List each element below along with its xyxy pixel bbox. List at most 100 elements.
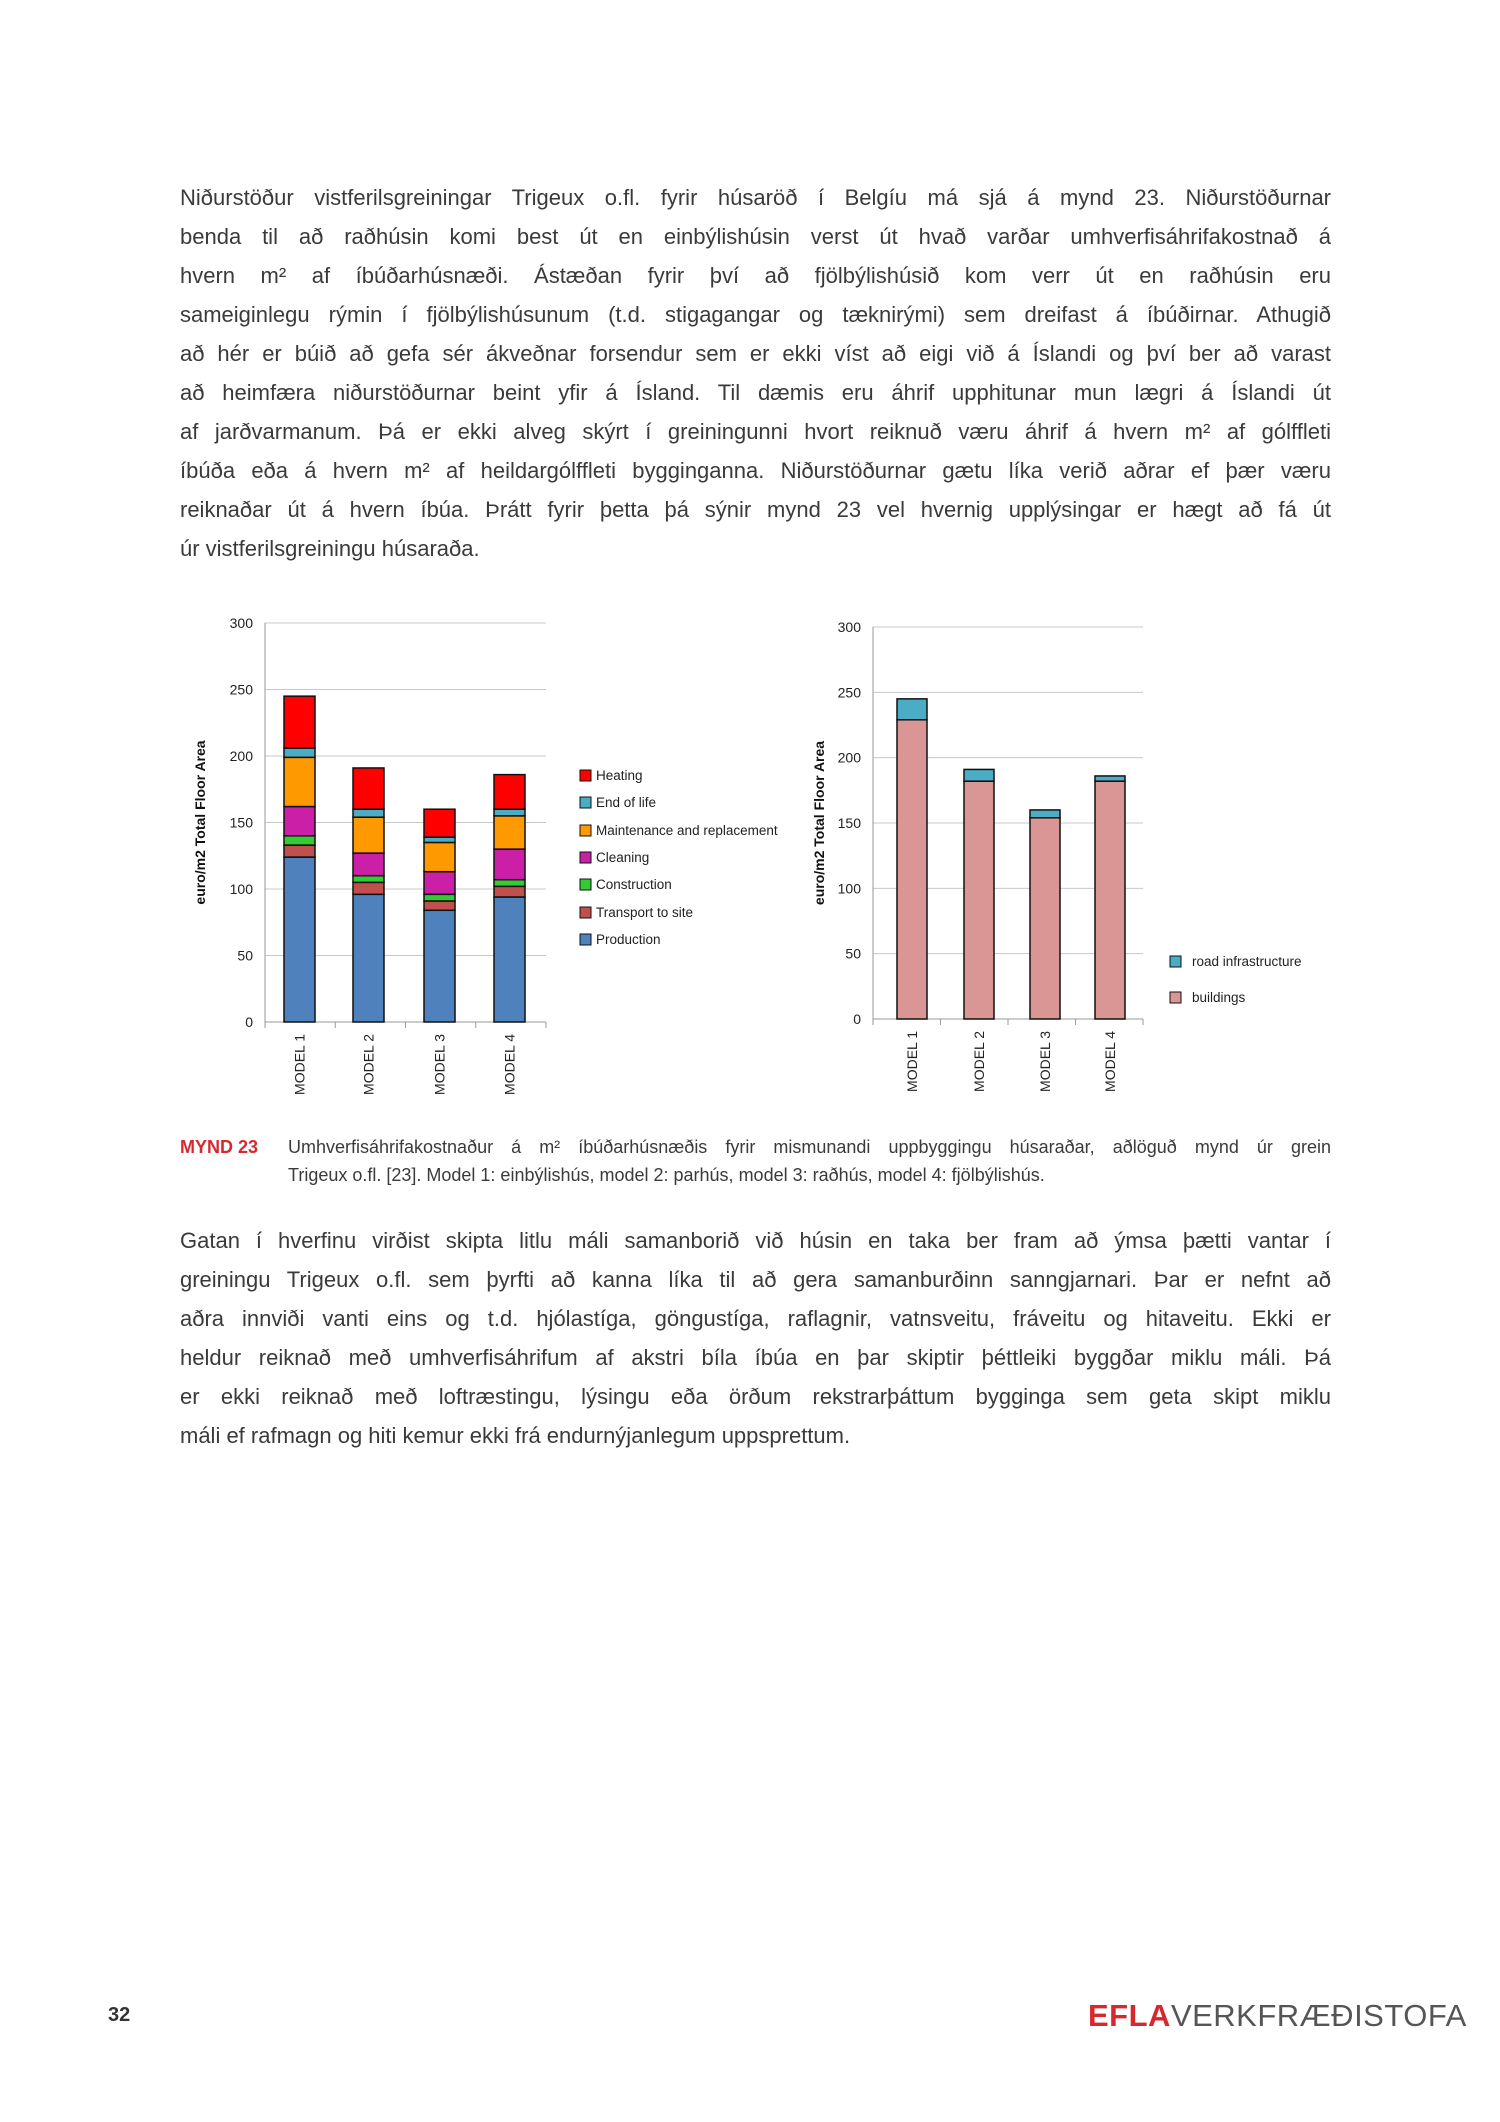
bar-segment-cleaning xyxy=(283,805,316,837)
y-tick-label: 150 xyxy=(230,815,254,831)
bar-segment-construction xyxy=(283,835,316,846)
x-category-label: MODEL 4 xyxy=(1102,1031,1118,1092)
legend-swatch xyxy=(1169,955,1182,968)
legend-swatch xyxy=(579,906,592,919)
x-category-label: MODEL 2 xyxy=(361,1034,377,1095)
bar-segment-maintenance-and-replacement xyxy=(423,841,456,873)
text-line: er ekki reiknað með loftræstingu, lýsing… xyxy=(180,1384,1331,1409)
legend-swatch xyxy=(579,824,592,837)
logo-text: VERKFRÆÐISTOFA xyxy=(1170,1998,1467,2033)
legend-swatch xyxy=(579,796,592,809)
text-line: hvern m² af íbúðarhúsnæði. Ástæðan fyrir… xyxy=(180,263,1331,288)
text-line: Gatan í hverfinu virðist skipta litlu má… xyxy=(180,1228,1331,1253)
legend-swatch xyxy=(579,933,592,946)
bar-segment-end-of-life xyxy=(423,836,456,844)
bar-segment-end-of-life xyxy=(283,747,316,759)
legend-label: Production xyxy=(596,932,661,947)
bar-segment-road-infrastructure xyxy=(963,768,995,782)
legend-label: Heating xyxy=(596,768,643,783)
bar-segment-heating xyxy=(352,767,385,810)
text-line: Trigeux o.fl. [23]. Model 1: einbýlishús… xyxy=(288,1165,1045,1185)
legend-label: Maintenance and replacement xyxy=(596,823,778,838)
bar-segment-heating xyxy=(423,808,456,838)
bar-segment-cleaning xyxy=(423,870,456,896)
y-tick-label: 0 xyxy=(853,1011,861,1027)
bar-segment-transport-to-site xyxy=(423,900,456,912)
bar-segment-construction xyxy=(493,878,526,888)
bar-segment-construction xyxy=(423,893,456,902)
bar-segment-end-of-life xyxy=(493,808,526,817)
bar-segment-transport-to-site xyxy=(352,881,385,896)
y-tick-label: 200 xyxy=(838,750,862,766)
bar-segment-road-infrastructure xyxy=(1094,775,1126,782)
y-tick-label: 200 xyxy=(230,748,254,764)
y-tick-label: 300 xyxy=(838,619,862,635)
chart-2: 0 50 100 150 200 250 300 euro/m2 Total Floor Ar… xyxy=(811,619,1302,1092)
text-line: að heimfæra niðurstöðurnar beint yfir á … xyxy=(180,380,1331,405)
bar-segment-end-of-life xyxy=(352,808,385,818)
text-line: að hér er búið að gefa sér ákveðnar fors… xyxy=(180,341,1331,366)
legend-label: Construction xyxy=(596,877,672,892)
bar-segment-maintenance-and-replacement xyxy=(493,815,526,850)
bar-segment-buildings xyxy=(963,780,995,1020)
text-line: af jarðvarmanum. Þá er ekki alveg skýrt … xyxy=(180,419,1331,444)
bar-segment-cleaning xyxy=(493,848,526,881)
legend-label: Transport to site xyxy=(596,905,693,920)
paragraph-1: Niðurstöður vistferilsgreiningar Trigeux… xyxy=(180,178,1331,568)
x-category-label: MODEL 1 xyxy=(904,1031,920,1092)
legend-label: Cleaning xyxy=(596,850,649,865)
x-category-label: MODEL 3 xyxy=(432,1034,448,1095)
text-line: greiningu Trigeux o.fl. sem þyrfti að ka… xyxy=(180,1267,1331,1292)
bar-segment-buildings xyxy=(896,719,928,1020)
legend-swatch xyxy=(579,851,592,864)
bar-segment-construction xyxy=(352,874,385,884)
bar-segment-heating xyxy=(283,695,316,749)
y-tick-label: 100 xyxy=(230,881,254,897)
bar-segment-cleaning xyxy=(352,852,385,877)
y-tick-label: 250 xyxy=(230,682,254,698)
logo-brand: EFLA xyxy=(1088,1998,1171,2033)
legend-label: End of life xyxy=(596,795,656,810)
x-category-label: MODEL 3 xyxy=(1037,1031,1053,1092)
efla-logo: EFLAVERKFRÆÐISTOFA xyxy=(1088,1998,1467,2034)
bar-segment-production xyxy=(352,893,385,1023)
y-tick-label: 150 xyxy=(838,815,862,831)
page-number: 32 xyxy=(108,2004,131,2026)
bar-segment-transport-to-site xyxy=(493,885,526,898)
text-line: reiknaðar út á hvern íbúa. Þrátt fyrir þ… xyxy=(180,497,1331,522)
text-line: íbúða eða á hvern m² af heildargólffleti… xyxy=(180,458,1331,483)
figure-label: MYND 23 xyxy=(180,1137,259,1157)
bar-segment-production xyxy=(283,856,316,1023)
text-line: Niðurstöður vistferilsgreiningar Trigeux… xyxy=(180,185,1331,210)
bar-segment-buildings xyxy=(1094,780,1126,1020)
text-line: máli ef rafmagn og hiti kemur ekki frá e… xyxy=(180,1423,851,1448)
y-tick-label: 250 xyxy=(838,684,862,700)
text-line: heldur reiknað með umhverfisáhrifum af a… xyxy=(180,1345,1331,1370)
bar-segment-road-infrastructure xyxy=(1029,809,1061,819)
text-line: benda til að raðhúsin komi best út en ei… xyxy=(180,224,1331,249)
chart-1: 0 50 100 150 200 250 300 euro/m2 Total Floor Ar… xyxy=(192,615,778,1095)
x-category-label: MODEL 2 xyxy=(971,1031,987,1092)
bar-segment-maintenance-and-replacement xyxy=(283,756,316,808)
text-line: úr vistferilsgreiningu húsaraða. xyxy=(180,536,480,561)
y-tick-label: 100 xyxy=(838,880,862,896)
x-category-label: MODEL 1 xyxy=(292,1034,308,1095)
bar-segment-buildings xyxy=(1029,817,1061,1020)
paragraph-2: Gatan í hverfinu virðist skipta litlu má… xyxy=(180,1221,1331,1455)
y-tick-label: 50 xyxy=(237,948,253,964)
y-tick-label: 0 xyxy=(245,1014,253,1030)
legend-label: road infrastructure xyxy=(1192,954,1302,969)
y-axis-label: euro/m2 Total Floor Area xyxy=(192,740,208,904)
bar-segment-maintenance-and-replacement xyxy=(352,816,385,854)
y-tick-label: 300 xyxy=(230,615,254,631)
x-category-label: MODEL 4 xyxy=(502,1034,518,1095)
bar-segment-transport-to-site xyxy=(283,844,316,858)
legend-label: buildings xyxy=(1192,990,1246,1005)
text-line: aðra innviði vanti eins og t.d. hjólastí… xyxy=(180,1306,1331,1331)
bar-segment-production xyxy=(423,909,456,1023)
bar-segment-road-infrastructure xyxy=(896,698,928,721)
bar-segment-heating xyxy=(493,773,526,810)
text-line: sameiginlegu rýmin í fjölbýlishúsunum (t… xyxy=(180,302,1331,327)
y-tick-label: 50 xyxy=(845,946,861,962)
bar-segment-production xyxy=(493,896,526,1023)
